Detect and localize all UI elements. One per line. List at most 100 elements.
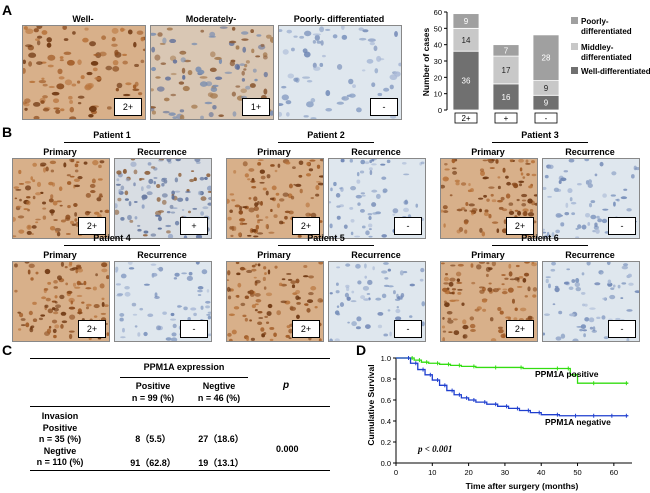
bar-segment	[532, 34, 560, 81]
score-badge: -	[394, 320, 422, 338]
row-invasion-label: Invasion	[41, 411, 79, 421]
recurrence-caption: Recurrence	[565, 250, 615, 260]
patient-title-rule	[278, 245, 374, 246]
km-curves	[396, 356, 629, 418]
score-badge: 2+	[506, 320, 534, 338]
recurrence-caption: Recurrence	[137, 250, 187, 260]
primary-micrograph: 2+	[440, 261, 538, 342]
score-badge: -	[370, 98, 398, 116]
bar-segment	[452, 50, 480, 111]
col-positive-n: n = 99 (%)	[131, 393, 175, 403]
tissue-texture	[13, 159, 109, 238]
km-y-tick-label: 0.4	[381, 417, 391, 426]
micrograph-poorly: -	[278, 25, 402, 120]
table-bottom-rule	[30, 470, 330, 471]
patient-title-rule	[64, 245, 160, 246]
bar-segment	[492, 44, 520, 57]
primary-micrograph: 2+	[226, 261, 324, 342]
recurrence-caption: Recurrence	[351, 250, 401, 260]
stacked-bar-chart: Number of cases 0 10 20 30 40 50 60 36 14 9 2+ 16 1…	[421, 8, 650, 124]
score-badge: -	[394, 217, 422, 235]
col-positive: Positive	[135, 381, 171, 391]
primary-micrograph: 2+	[440, 158, 538, 239]
km-p-annotation: p < 0.001	[417, 444, 452, 454]
km-x-tick-label: 0	[394, 468, 398, 477]
bar-chart-bars: 36 14 9 2+ 16 17 7 +9 9 28 -	[452, 13, 560, 124]
bar-y-tick-label: 50	[434, 24, 442, 33]
score-badge: 2+	[78, 217, 106, 235]
km-x-tick-label: 50	[573, 468, 581, 477]
bar-y-tick-label: 20	[434, 73, 442, 82]
primary-micrograph: 2+	[12, 261, 110, 342]
recurrence-micrograph: +	[114, 158, 212, 239]
tissue-texture	[329, 262, 425, 341]
bar-y-tick-label: 40	[434, 41, 442, 50]
caption-well: Well-	[72, 14, 94, 24]
row-negtive-n: n = 110 (%)	[36, 457, 84, 467]
recurrence-micrograph: -	[328, 158, 426, 239]
km-x-tick-label: 60	[610, 468, 618, 477]
micrograph-moderately: 1+	[150, 25, 274, 120]
table-header-rule	[120, 377, 248, 378]
recurrence-caption: Recurrence	[351, 147, 401, 157]
km-x-tick-label: 10	[428, 468, 436, 477]
cell-neg-neg: 19（13.1）	[198, 458, 244, 468]
bar-segment	[492, 55, 520, 85]
legend-swatch	[571, 43, 578, 50]
row-negtive-label: Negtive	[43, 446, 77, 456]
legend-swatch	[571, 67, 578, 74]
km-curve	[396, 357, 629, 384]
km-y-tick-label: 1.0	[381, 354, 391, 363]
bar-category-label: -	[545, 114, 548, 123]
legend-label: Middley-	[581, 43, 614, 52]
panel-letter-d: D	[356, 342, 367, 358]
legend-label: Well-differentiated	[581, 67, 650, 76]
km-axis: 0.0 0.2 0.4 0.6 0.8 1.0 0 10 20 30 40 50 60	[381, 354, 632, 477]
recurrence-micrograph: -	[328, 261, 426, 342]
bar-y-tick-label: 60	[434, 8, 442, 17]
cell-p-value: 0.000	[276, 444, 299, 454]
bar-category-box	[494, 112, 518, 124]
panel-letter-b: B	[2, 124, 13, 140]
bar-chart-legend: Poorly-differentiatedMiddley-differentia…	[571, 17, 650, 76]
legend-swatch	[571, 17, 578, 24]
bar-value-label: 9	[544, 84, 549, 93]
table-mid-rule	[30, 406, 330, 407]
score-badge: 1+	[242, 98, 270, 116]
primary-micrograph: 2+	[12, 158, 110, 239]
bar-value-label: 7	[504, 46, 509, 55]
recurrence-micrograph: -	[114, 261, 212, 342]
row-positive-n: n = 35 (%)	[38, 434, 82, 444]
patient-title: Patient 3	[521, 130, 559, 140]
score-badge: -	[180, 320, 208, 338]
caption-moderately: Moderately-	[185, 14, 237, 24]
primary-caption: Primary	[257, 250, 291, 260]
bar-category-box	[454, 112, 478, 124]
bar-category-box	[534, 112, 558, 124]
bar-y-tick-label: 0	[438, 106, 442, 115]
primary-caption: Primary	[43, 250, 77, 260]
score-badge: -	[608, 217, 636, 235]
patient-title: Patient 5	[307, 233, 345, 243]
bar-value-label: 16	[502, 93, 511, 102]
legend-label: Poorly-	[581, 17, 609, 26]
recurrence-micrograph: -	[542, 261, 640, 342]
row-positive-label: Positive	[42, 423, 78, 433]
patient-title-rule	[492, 142, 588, 143]
survival-chart: Cumulative Survival Time after surgery (…	[366, 354, 632, 491]
patient-title-rule	[64, 142, 160, 143]
panel-letter-c: C	[2, 342, 13, 358]
patient-title: Patient 2	[307, 130, 345, 140]
km-x-tick-label: 20	[464, 468, 472, 477]
score-badge: +	[180, 217, 208, 235]
bar-y-tick-label: 10	[434, 90, 442, 99]
recurrence-caption: Recurrence	[565, 147, 615, 157]
bar-value-label: 17	[502, 66, 511, 75]
bar-chart-ylabel: Number of cases	[421, 27, 431, 96]
score-badge: 2+	[114, 98, 142, 116]
patient-title-rule	[492, 245, 588, 246]
cell-neg-pos: 91（62.8）	[130, 458, 176, 468]
patient-title: Patient 1	[93, 130, 131, 140]
bar-value-label: 36	[462, 77, 471, 86]
bar-value-label: 14	[462, 36, 471, 45]
